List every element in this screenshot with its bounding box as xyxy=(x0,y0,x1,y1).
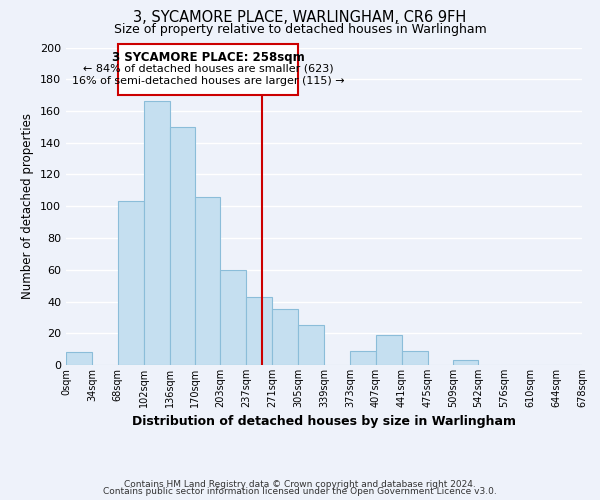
Bar xyxy=(454,360,478,365)
Bar xyxy=(350,350,376,365)
Bar xyxy=(247,296,272,365)
Bar xyxy=(298,326,324,365)
Bar xyxy=(272,310,298,365)
Text: ← 84% of detached houses are smaller (623): ← 84% of detached houses are smaller (62… xyxy=(83,64,333,74)
Bar xyxy=(66,352,92,365)
Bar xyxy=(170,127,196,365)
Text: 3, SYCAMORE PLACE, WARLINGHAM, CR6 9FH: 3, SYCAMORE PLACE, WARLINGHAM, CR6 9FH xyxy=(133,10,467,25)
Bar xyxy=(118,202,143,365)
Bar xyxy=(196,196,220,365)
FancyBboxPatch shape xyxy=(118,44,298,95)
Text: Contains HM Land Registry data © Crown copyright and database right 2024.: Contains HM Land Registry data © Crown c… xyxy=(124,480,476,489)
Y-axis label: Number of detached properties: Number of detached properties xyxy=(22,114,34,299)
Text: 16% of semi-detached houses are larger (115) →: 16% of semi-detached houses are larger (… xyxy=(71,76,344,86)
Bar xyxy=(220,270,247,365)
Text: Size of property relative to detached houses in Warlingham: Size of property relative to detached ho… xyxy=(113,22,487,36)
Text: Contains public sector information licensed under the Open Government Licence v3: Contains public sector information licen… xyxy=(103,487,497,496)
Bar xyxy=(401,350,428,365)
Bar xyxy=(376,335,401,365)
X-axis label: Distribution of detached houses by size in Warlingham: Distribution of detached houses by size … xyxy=(132,416,516,428)
Bar xyxy=(143,102,170,365)
Text: 3 SYCAMORE PLACE: 258sqm: 3 SYCAMORE PLACE: 258sqm xyxy=(112,50,304,64)
